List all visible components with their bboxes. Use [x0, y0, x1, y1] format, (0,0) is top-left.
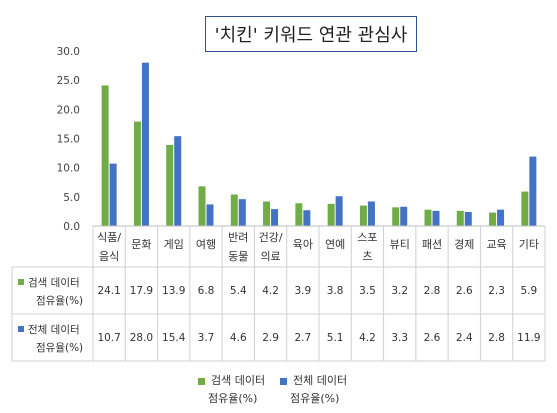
legend: 검색 데이터 점유율(%) 전체 데이터 점유율(%) — [0, 370, 557, 410]
bar-s1-c9 — [400, 206, 408, 226]
bar-s1-c12 — [497, 209, 505, 226]
bar-s0-c4 — [230, 194, 238, 226]
category-label-5-line1: 건강/ — [259, 231, 283, 244]
table-cell-s0-c11: 2.6 — [456, 285, 473, 297]
table-cell-s1-c13: 11.9 — [517, 332, 540, 344]
category-label-9: 뷰티 — [390, 238, 410, 251]
category-label-3: 여행 — [196, 238, 216, 251]
legend-swatch-total — [280, 377, 287, 385]
table-cell-s0-c13: 5.9 — [521, 285, 538, 297]
table-cell-s1-c8: 4.2 — [359, 332, 376, 344]
table-cell-s0-c12: 2.3 — [488, 285, 505, 297]
table-cell-s1-c3: 3.7 — [198, 332, 215, 344]
table-cell-s1-c6: 2.7 — [295, 332, 312, 344]
bar-s0-c8 — [359, 205, 367, 226]
bar-s1-c10 — [432, 210, 440, 226]
table-cell-s1-c10: 2.6 — [424, 332, 441, 344]
y-tick-label-2: 10.0 — [57, 163, 80, 175]
bar-s0-c0 — [101, 85, 109, 227]
bar-s1-c5 — [271, 209, 279, 226]
y-tick-label-3: 15.0 — [57, 134, 80, 146]
category-label-5-line2: 의료 — [260, 250, 280, 263]
bar-s0-c11 — [456, 210, 464, 226]
bar-s1-c0 — [109, 163, 117, 226]
bar-s0-c6 — [295, 203, 303, 226]
table-cell-s0-c6: 3.9 — [295, 285, 312, 297]
legend-item-search: 검색 데이터 점유율(%) — [198, 372, 265, 408]
legend-label-search-line2: 점유율(%) — [208, 392, 258, 405]
bar-s1-c6 — [303, 210, 311, 226]
category-label-12: 교육 — [486, 238, 506, 251]
table-swatch-s0 — [18, 279, 24, 285]
table-cell-s1-c2: 15.4 — [162, 332, 186, 344]
legend-item-total: 전체 데이터 점유율(%) — [280, 372, 347, 408]
table-cell-s0-c0: 24.1 — [97, 285, 120, 297]
bar-s0-c2 — [166, 144, 174, 226]
category-label-4-line1: 반려 — [228, 231, 248, 244]
category-label-8-line1: 스포 — [357, 231, 377, 244]
bar-s0-c13 — [521, 191, 529, 226]
table-cell-s0-c8: 3.5 — [359, 285, 376, 297]
y-tick-label-4: 20.0 — [57, 104, 80, 116]
table-cell-s0-c4: 5.4 — [230, 285, 247, 297]
legend-label-total-line1: 전체 데이터 — [293, 374, 348, 387]
legend-label-total-line2: 점유율(%) — [290, 392, 340, 405]
bar-s1-c4 — [238, 199, 246, 226]
table-cell-s0-c9: 3.2 — [391, 285, 408, 297]
table-cell-s1-c11: 2.4 — [456, 332, 473, 344]
bar-s0-c7 — [327, 203, 335, 226]
table-series-label-s0-line1: 검색 데이터 — [28, 277, 80, 289]
table-swatch-s1 — [18, 326, 24, 332]
table-cell-s1-c4: 4.6 — [230, 332, 247, 344]
table-cell-s1-c12: 2.8 — [488, 332, 505, 344]
bar-s1-c2 — [174, 136, 182, 226]
category-label-7: 연예 — [325, 238, 345, 251]
category-label-11: 경제 — [454, 238, 474, 251]
chart-title: '치킨' 키워드 연관 관심사 — [205, 16, 417, 52]
table-cell-s0-c2: 13.9 — [162, 285, 185, 297]
bar-s1-c7 — [335, 196, 343, 226]
category-label-2: 게임 — [164, 238, 184, 251]
category-label-0-line2: 음식 — [99, 250, 119, 263]
y-tick-label-6: 30.0 — [57, 46, 80, 58]
table-cell-s0-c7: 3.8 — [327, 285, 344, 297]
bar-s1-c1 — [141, 62, 149, 226]
bar-s0-c9 — [392, 207, 400, 226]
y-tick-label-0: 0.0 — [63, 221, 80, 233]
y-tick-label-1: 5.0 — [63, 192, 80, 204]
category-label-13: 기타 — [519, 238, 539, 251]
category-label-1: 문화 — [131, 238, 151, 251]
bar-s0-c3 — [198, 186, 206, 226]
bar-s1-c3 — [206, 204, 214, 226]
bar-s1-c8 — [367, 201, 375, 226]
legend-swatch-search — [198, 377, 205, 385]
legend-label-search-line1: 검색 데이터 — [211, 374, 266, 387]
category-label-8-line2: 츠 — [362, 250, 372, 263]
y-tick-label-5: 25.0 — [57, 75, 80, 87]
table-cell-s1-c1: 28.0 — [130, 332, 153, 344]
table-series-label-s1-line1: 전체 데이터 — [28, 324, 80, 336]
category-label-10: 패션 — [422, 238, 442, 251]
table-cell-s0-c5: 4.2 — [262, 285, 279, 297]
table-cell-s1-c0: 10.7 — [97, 332, 120, 344]
bar-s1-c13 — [529, 156, 537, 226]
bar-s1-c11 — [464, 212, 472, 226]
category-label-0-line1: 식품/ — [97, 231, 121, 244]
bar-s0-c5 — [263, 201, 271, 226]
bar-s0-c10 — [424, 209, 432, 226]
table-series-label-s1-line2: 점유율(%) — [36, 342, 83, 354]
table-cell-s0-c1: 17.9 — [130, 285, 153, 297]
table-cell-s0-c10: 2.8 — [424, 285, 441, 297]
category-label-4-line2: 동물 — [228, 250, 248, 263]
bar-s0-c1 — [133, 121, 141, 226]
table-cell-s1-c7: 5.1 — [327, 332, 344, 344]
table-cell-s1-c5: 2.9 — [262, 332, 279, 344]
bar-s0-c12 — [489, 212, 497, 226]
table-series-label-s0-line2: 점유율(%) — [36, 295, 83, 307]
table-cell-s0-c3: 6.8 — [198, 285, 215, 297]
table-cell-s1-c9: 3.3 — [391, 332, 408, 344]
category-label-6: 육아 — [293, 238, 313, 251]
